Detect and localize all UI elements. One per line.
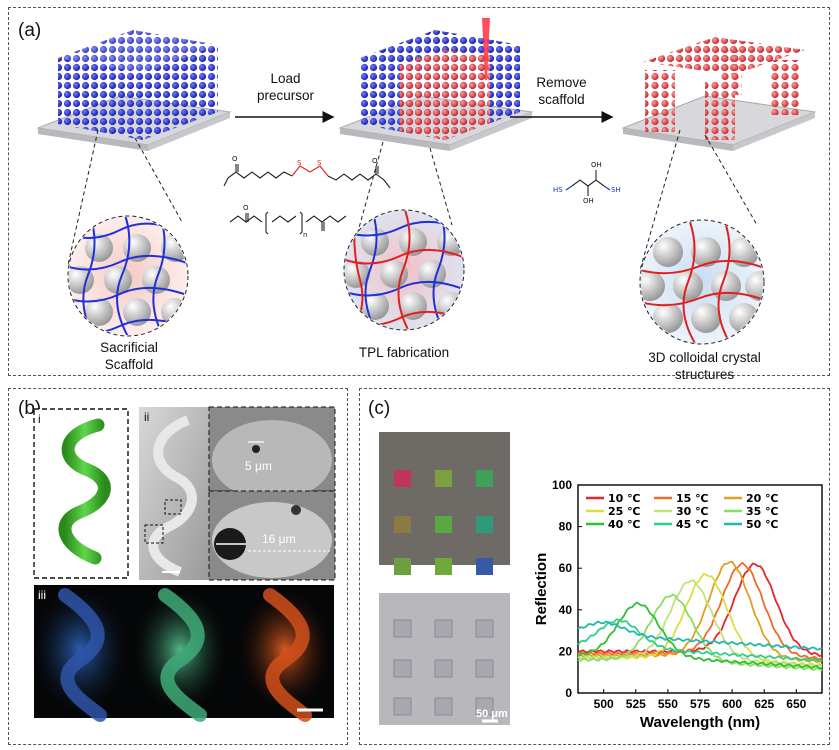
caption-left-line1: Sacrificial xyxy=(100,340,158,355)
chem1-sulfur-2: S xyxy=(317,159,322,167)
arrow2-line1: Remove xyxy=(536,75,587,90)
y-tick-label: 0 xyxy=(565,686,572,700)
chem3-oh-top: OH xyxy=(591,161,602,169)
y-tick-label: 100 xyxy=(552,478,572,492)
caption-left-line2: Scaffold xyxy=(104,357,154,372)
tpl-cube xyxy=(338,18,534,151)
chem3-hs: HS xyxy=(553,186,563,194)
crystal-zoom-circle xyxy=(639,219,765,345)
legend-label-3: 20 ℃ xyxy=(746,492,778,505)
panel-c-label: (c) xyxy=(368,398,391,419)
y-tick-label: 60 xyxy=(559,561,573,575)
micrograph-colored xyxy=(379,432,510,565)
arrow1-label: Load precursor xyxy=(238,70,333,104)
scale-50um: 50 μm xyxy=(476,708,508,720)
chem3-oh-bottom: OH xyxy=(583,197,594,205)
chem3-sh: SH xyxy=(611,186,621,194)
legend-label-7: 40 ℃ xyxy=(608,518,640,531)
x-tick-label: 550 xyxy=(658,697,678,711)
panel-a-label: (a) xyxy=(18,20,42,41)
legend-label-6: 35 ℃ xyxy=(746,505,778,518)
panel-b xyxy=(8,388,348,745)
arrow2-line2: scaffold xyxy=(538,92,585,107)
arrow2-label: Remove scaffold xyxy=(514,74,609,108)
y-tick-label: 80 xyxy=(559,520,573,534)
disulfide-monomer-structure xyxy=(223,164,391,189)
sub-label-iii: iii xyxy=(38,588,46,602)
chem2-subscript: n xyxy=(303,231,308,239)
chem1-oxygen-2: O xyxy=(372,157,378,165)
legend-label-8: 45 ℃ xyxy=(676,518,708,531)
legend-label-9: 50 ℃ xyxy=(746,518,778,531)
series-line-9 xyxy=(577,620,823,651)
scale-16um: 16 μm xyxy=(262,532,296,546)
colored-squares xyxy=(394,470,493,575)
legend-label-5: 30 ℃ xyxy=(676,505,708,518)
caption-sacrificial-scaffold: Sacrificial Scaffold xyxy=(70,339,188,373)
x-axis-label: Wavelength (nm) xyxy=(640,714,760,731)
caption-3d-colloidal: 3D colloidal crystal structures xyxy=(632,349,777,383)
x-tick-label: 625 xyxy=(754,697,774,711)
sub-label-ii: ii xyxy=(144,410,150,424)
panel-a xyxy=(8,7,830,376)
series-line-7 xyxy=(577,601,823,670)
legend-label-2: 15 ℃ xyxy=(676,492,708,505)
colloidal-crystal-structure xyxy=(621,37,817,151)
disulfide-bond xyxy=(291,165,329,177)
panel-b-images xyxy=(32,406,336,722)
series-line-1 xyxy=(577,562,823,657)
legend-label-4: 25 ℃ xyxy=(608,505,640,518)
caption-right-line1: 3D colloidal crystal xyxy=(648,350,761,365)
arrow1-line2: precursor xyxy=(256,88,315,103)
series-line-2 xyxy=(577,561,823,661)
chem2-oxygen: O xyxy=(243,204,249,212)
chem1-sulfur: S xyxy=(297,159,302,167)
panel-a-illustration xyxy=(36,18,817,345)
dithiol-structure xyxy=(571,170,605,196)
x-tick-label: 525 xyxy=(626,697,646,711)
x-tick-label: 650 xyxy=(786,697,806,711)
peg-diacrylate-structure xyxy=(229,211,347,235)
y-axis-label: Reflection xyxy=(533,553,550,626)
sacrificial-scaffold-cube xyxy=(36,30,232,151)
optical-micrographs xyxy=(379,432,510,725)
y-tick-label: 20 xyxy=(559,644,573,658)
x-tick-label: 600 xyxy=(722,697,742,711)
green-helix-model xyxy=(58,418,111,565)
panel-c xyxy=(359,388,830,745)
chem1-oxygen: O xyxy=(232,155,238,163)
caption-right-line2: structures xyxy=(674,367,735,382)
gray-squares xyxy=(393,619,494,716)
scale-5um: 5 μm xyxy=(245,459,272,473)
legend-label-1: 10 ℃ xyxy=(608,492,640,505)
y-tick-label: 40 xyxy=(559,603,573,617)
series-line-8 xyxy=(577,618,823,663)
x-tick-label: 500 xyxy=(594,697,614,711)
x-tick-label: 575 xyxy=(690,697,710,711)
series-line-6 xyxy=(577,593,823,672)
arrow1-line1: Load xyxy=(270,71,301,86)
series-line-3 xyxy=(577,560,823,664)
caption-tpl-fabrication: TPL fabrication xyxy=(358,345,450,360)
sub-label-i: i xyxy=(38,412,41,426)
